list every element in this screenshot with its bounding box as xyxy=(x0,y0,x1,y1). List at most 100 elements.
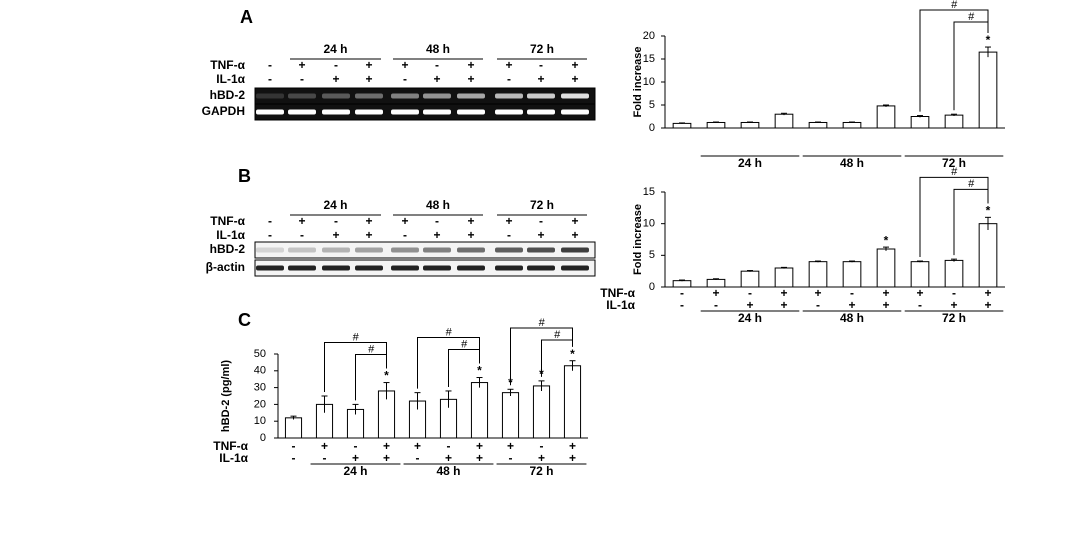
sign: - xyxy=(507,72,511,86)
bar xyxy=(740,121,760,129)
sign: + xyxy=(467,58,474,72)
group-label: 48 h xyxy=(840,156,864,170)
sign: - xyxy=(680,298,684,312)
sign: + xyxy=(433,72,440,86)
band xyxy=(322,109,350,115)
sign: + xyxy=(365,72,372,86)
band xyxy=(256,93,284,99)
group-label: 72 h xyxy=(942,156,966,170)
bar xyxy=(842,121,862,129)
condition-label: IL-1α xyxy=(606,298,635,312)
sign: - xyxy=(292,451,296,465)
sign: - xyxy=(539,58,543,72)
band-label: hBD-2 xyxy=(210,242,246,256)
sign: - xyxy=(268,58,272,72)
sign: - xyxy=(539,214,543,228)
sign: + xyxy=(538,451,545,465)
bracket-label: # xyxy=(352,331,359,343)
band xyxy=(495,93,523,99)
group-label: 48 h xyxy=(426,42,450,56)
sign: + xyxy=(571,228,578,242)
bar xyxy=(944,259,964,288)
bar xyxy=(706,121,726,129)
significance: * xyxy=(884,233,889,247)
sign: + xyxy=(571,214,578,228)
group-label: 24 h xyxy=(343,464,367,478)
bar xyxy=(774,113,794,129)
band xyxy=(391,109,419,115)
sign: + xyxy=(433,228,440,242)
sign: + xyxy=(882,286,889,300)
sign: - xyxy=(850,286,854,300)
bracket-label: # xyxy=(445,326,452,338)
bracket xyxy=(541,339,573,377)
sign: - xyxy=(748,286,752,300)
bar xyxy=(774,267,794,288)
sign: - xyxy=(680,286,684,300)
group-label: 24 h xyxy=(738,156,762,170)
sign: + xyxy=(401,214,408,228)
significance: * xyxy=(986,204,991,218)
bar xyxy=(808,121,828,129)
panel-label: B xyxy=(238,166,251,186)
bracket-label: # xyxy=(968,11,975,23)
sign: + xyxy=(571,58,578,72)
bar xyxy=(563,365,582,439)
sign: + xyxy=(505,214,512,228)
bar xyxy=(842,261,862,288)
band xyxy=(457,93,485,99)
y-tick-label: 0 xyxy=(649,281,655,293)
y-axis-label: hBD-2 (pg/ml) xyxy=(220,360,232,432)
sign: + xyxy=(467,72,474,86)
sign: - xyxy=(816,298,820,312)
band xyxy=(256,109,284,115)
sign: - xyxy=(292,439,296,453)
band xyxy=(256,265,284,271)
sign: - xyxy=(334,214,338,228)
sign: + xyxy=(445,451,452,465)
sign: - xyxy=(435,58,439,72)
bracket-label: # xyxy=(968,178,975,190)
bar xyxy=(876,248,896,288)
y-tick-label: 15 xyxy=(643,186,655,198)
y-tick-label: 20 xyxy=(254,398,266,410)
sign: + xyxy=(467,228,474,242)
sign: + xyxy=(352,451,359,465)
bar xyxy=(808,261,828,288)
sign: - xyxy=(268,214,272,228)
group-label: 48 h xyxy=(840,311,864,325)
bar xyxy=(876,105,896,129)
bar xyxy=(501,392,520,439)
band xyxy=(561,109,589,115)
bracket-label: # xyxy=(461,338,468,350)
band xyxy=(495,265,523,271)
y-tick-label: 0 xyxy=(260,432,266,444)
bracket xyxy=(510,327,573,386)
significance: * xyxy=(986,33,991,47)
sign: + xyxy=(950,298,957,312)
significance: * xyxy=(384,369,389,383)
y-tick-label: 10 xyxy=(643,76,655,88)
sign: - xyxy=(416,451,420,465)
band-label: GAPDH xyxy=(202,104,245,118)
band xyxy=(288,109,316,115)
row-label: IL-1α xyxy=(216,228,245,242)
sign: - xyxy=(403,228,407,242)
sign: + xyxy=(383,439,390,453)
band xyxy=(355,109,383,115)
sign: + xyxy=(414,439,421,453)
sign: + xyxy=(401,58,408,72)
group-label: 72 h xyxy=(530,42,554,56)
bar xyxy=(532,385,551,439)
sign: + xyxy=(814,286,821,300)
y-tick-label: 15 xyxy=(643,53,655,65)
band xyxy=(495,247,523,253)
band xyxy=(527,109,555,115)
band xyxy=(423,265,451,271)
y-tick-label: 20 xyxy=(643,30,655,42)
group-label: 24 h xyxy=(738,311,762,325)
band xyxy=(355,265,383,271)
significance: * xyxy=(570,347,575,361)
band xyxy=(457,109,485,115)
